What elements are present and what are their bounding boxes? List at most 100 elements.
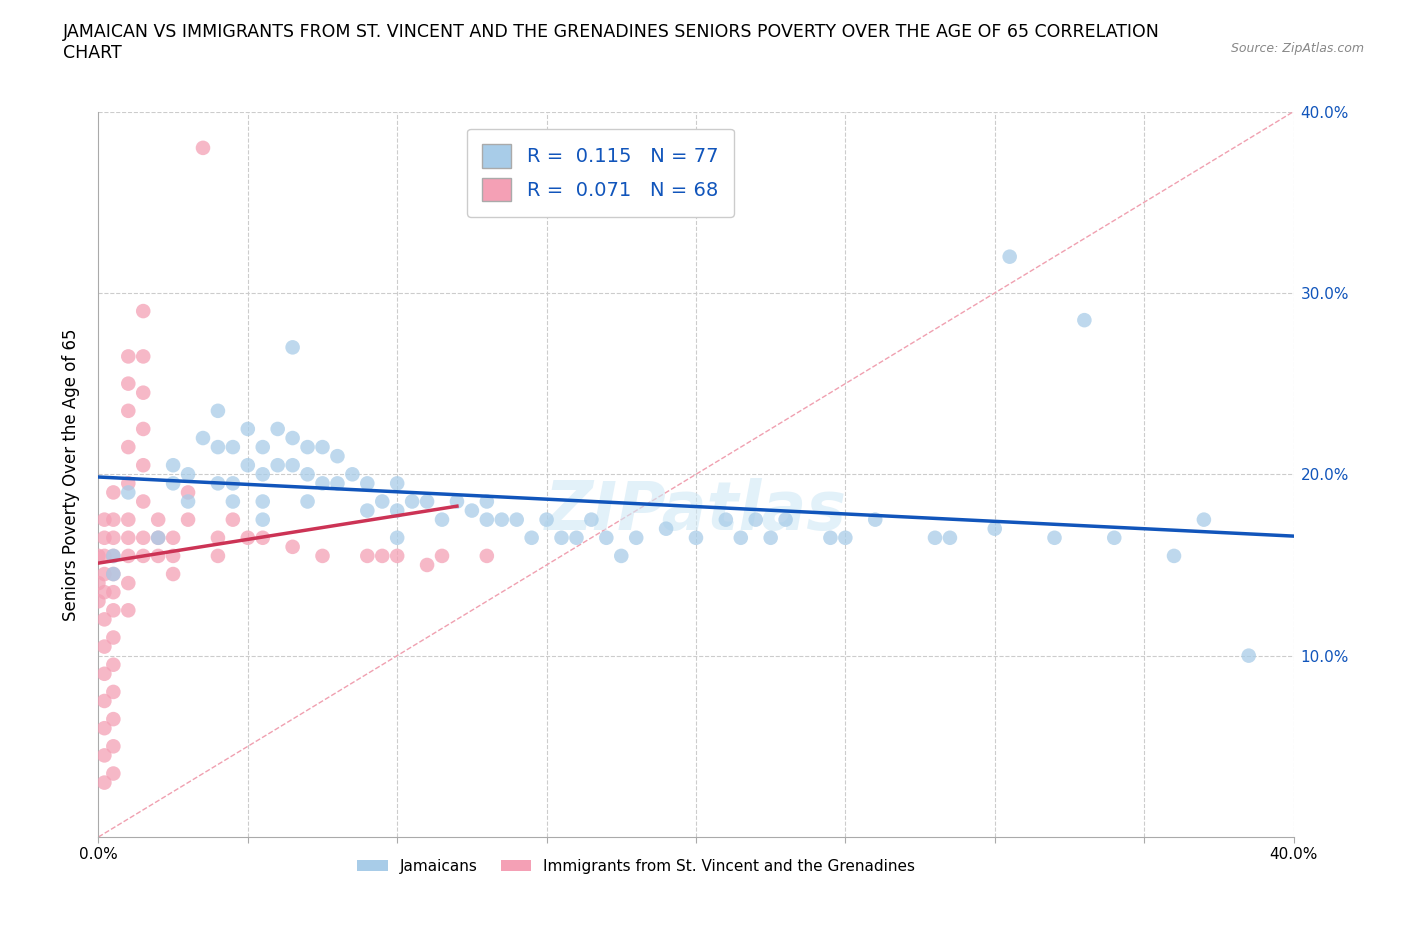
Point xyxy=(148,530,170,545)
Point xyxy=(177,485,200,500)
Point xyxy=(446,494,468,509)
Point xyxy=(93,512,115,527)
Point xyxy=(117,476,139,491)
Point xyxy=(93,748,115,763)
Point xyxy=(281,340,304,355)
Point xyxy=(103,631,125,645)
Point xyxy=(311,476,333,491)
Text: Source: ZipAtlas.com: Source: ZipAtlas.com xyxy=(1230,42,1364,55)
Point xyxy=(103,549,125,564)
Point xyxy=(356,549,378,564)
Point xyxy=(93,530,115,545)
Point xyxy=(1104,530,1126,545)
Point xyxy=(177,494,200,509)
Point xyxy=(87,549,110,564)
Point xyxy=(1073,312,1095,327)
Point xyxy=(491,512,513,527)
Point xyxy=(475,512,498,527)
Point xyxy=(610,549,633,564)
Point xyxy=(461,503,484,518)
Legend: Jamaicans, Immigrants from St. Vincent and the Grenadines: Jamaicans, Immigrants from St. Vincent a… xyxy=(352,853,921,880)
Point xyxy=(252,512,274,527)
Point xyxy=(132,385,155,400)
Point xyxy=(103,485,125,500)
Point xyxy=(117,440,139,455)
Point xyxy=(222,512,245,527)
Point xyxy=(430,512,453,527)
Point xyxy=(371,549,394,564)
Point xyxy=(311,549,333,564)
Point xyxy=(103,684,125,699)
Point xyxy=(207,404,229,418)
Point xyxy=(93,549,115,564)
Point xyxy=(236,530,259,545)
Point xyxy=(371,494,394,509)
Point xyxy=(162,549,184,564)
Point xyxy=(297,494,319,509)
Point xyxy=(103,603,125,618)
Point xyxy=(103,566,125,581)
Point xyxy=(132,458,155,472)
Point xyxy=(1163,549,1185,564)
Point xyxy=(93,585,115,600)
Point xyxy=(342,467,364,482)
Point xyxy=(385,503,409,518)
Point xyxy=(1192,512,1215,527)
Point xyxy=(103,766,125,781)
Point xyxy=(326,449,349,464)
Point xyxy=(834,530,856,545)
Point xyxy=(714,512,737,527)
Point xyxy=(222,494,245,509)
Point xyxy=(1043,530,1066,545)
Point xyxy=(775,512,797,527)
Point xyxy=(87,576,110,591)
Point xyxy=(267,458,290,472)
Point xyxy=(865,512,887,527)
Point xyxy=(385,476,409,491)
Point xyxy=(267,421,290,436)
Text: JAMAICAN VS IMMIGRANTS FROM ST. VINCENT AND THE GRENADINES SENIORS POVERTY OVER : JAMAICAN VS IMMIGRANTS FROM ST. VINCENT … xyxy=(63,23,1160,62)
Text: ZIPatlas: ZIPatlas xyxy=(546,478,846,543)
Point xyxy=(745,512,768,527)
Point xyxy=(581,512,603,527)
Point xyxy=(117,512,139,527)
Point xyxy=(356,476,378,491)
Point xyxy=(236,421,259,436)
Point xyxy=(236,458,259,472)
Point xyxy=(506,512,529,527)
Point xyxy=(281,431,304,445)
Point xyxy=(103,566,125,581)
Point xyxy=(132,349,155,364)
Point xyxy=(475,494,498,509)
Point xyxy=(117,576,139,591)
Point xyxy=(326,476,349,491)
Point xyxy=(297,440,319,455)
Point xyxy=(430,549,453,564)
Point xyxy=(93,612,115,627)
Point xyxy=(103,530,125,545)
Point xyxy=(222,476,245,491)
Point xyxy=(148,512,170,527)
Point xyxy=(87,594,110,609)
Point xyxy=(132,530,155,545)
Point xyxy=(191,140,214,155)
Point xyxy=(117,485,139,500)
Point xyxy=(416,558,439,573)
Point xyxy=(132,421,155,436)
Point xyxy=(685,530,707,545)
Point xyxy=(820,530,842,545)
Point xyxy=(1237,648,1260,663)
Point xyxy=(207,549,229,564)
Point xyxy=(177,467,200,482)
Point xyxy=(103,711,125,726)
Point xyxy=(148,549,170,564)
Point xyxy=(117,603,139,618)
Point xyxy=(939,530,962,545)
Point xyxy=(385,549,409,564)
Point xyxy=(416,494,439,509)
Point xyxy=(385,530,409,545)
Point xyxy=(93,566,115,581)
Point xyxy=(117,549,139,564)
Point xyxy=(132,494,155,509)
Point xyxy=(103,585,125,600)
